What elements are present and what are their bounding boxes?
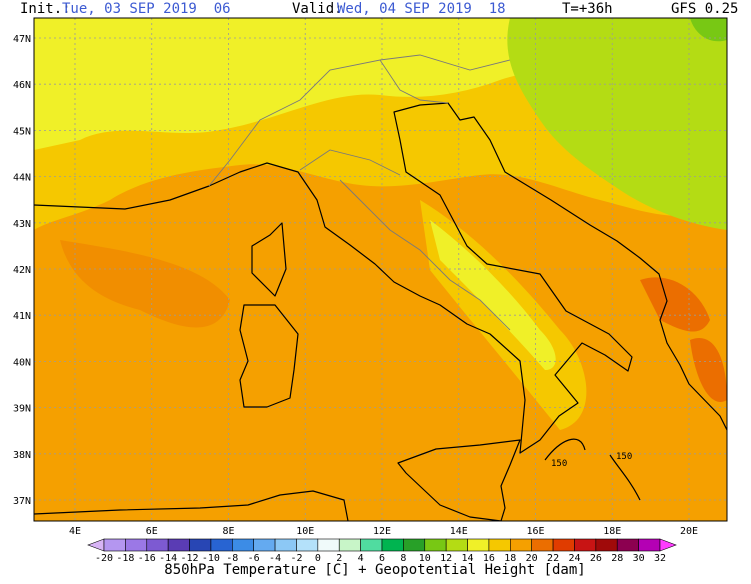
colorbar-label: 16 <box>483 553 495 564</box>
plot-frame <box>33 17 728 522</box>
colorbar-segment <box>595 538 618 552</box>
lat-label: 38N <box>13 450 31 461</box>
colorbar-label: -20 <box>95 553 113 564</box>
colorbar-label: -2 <box>290 553 302 564</box>
colorbar-arrow <box>659 538 677 552</box>
model-name: GFS 0.25 <box>671 1 738 17</box>
colorbar-segment <box>552 538 575 552</box>
init-label: Init.: <box>20 1 71 17</box>
lat-label: 37N <box>13 496 31 507</box>
lead-time: T=+36h <box>562 1 613 17</box>
colorbar-segment <box>638 538 661 552</box>
colorbar: -20 -18 -16 -14 -12 -10 -8 -6 -4 -2 0 2 4 6 8 10 12 14 16 1… <box>87 538 677 564</box>
colorbar-segment <box>381 538 404 552</box>
lon-label: 6E <box>146 526 158 537</box>
colorbar-segment <box>146 538 169 552</box>
colorbar-title: 850hPa Temperature [C] + Geopotential He… <box>164 562 585 578</box>
valid-label: Valid: <box>292 1 343 17</box>
colorbar-label: -12 <box>181 553 199 564</box>
colorbar-label: 0 <box>315 553 321 564</box>
colorbar-label: 12 <box>440 553 452 564</box>
lon-label: 14E <box>450 526 468 537</box>
colorbar-label: -18 <box>116 553 134 564</box>
colorbar-label: 18 <box>504 553 516 564</box>
colorbar-label: 20 <box>526 553 538 564</box>
colorbar-segment <box>424 538 447 552</box>
lat-label: 44N <box>13 173 31 184</box>
lon-label: 8E <box>222 526 234 537</box>
colorbar-segment <box>488 538 511 552</box>
lat-label: 41N <box>13 311 31 322</box>
colorbar-segment <box>317 538 340 552</box>
colorbar-segment <box>103 538 126 552</box>
lon-label: 18E <box>603 526 621 537</box>
colorbar-segment <box>445 538 468 552</box>
lon-label: 16E <box>526 526 544 537</box>
valid-time: Wed, 04 SEP 2019 18 <box>337 1 506 17</box>
colorbar-label: 26 <box>590 553 602 564</box>
lon-label: 4E <box>69 526 81 537</box>
colorbar-segment <box>253 538 276 552</box>
colorbar-label: -14 <box>159 553 177 564</box>
lat-label: 40N <box>13 357 31 368</box>
lon-label: 10E <box>296 526 314 537</box>
lon-label: 20E <box>680 526 698 537</box>
colorbar-label: 30 <box>633 553 645 564</box>
colorbar-segment <box>467 538 490 552</box>
colorbar-label: 8 <box>400 553 406 564</box>
lat-label: 45N <box>13 126 31 137</box>
colorbar-segment <box>210 538 233 552</box>
colorbar-label: 14 <box>462 553 474 564</box>
colorbar-label: 6 <box>379 553 385 564</box>
lat-label: 46N <box>13 80 31 91</box>
colorbar-label: 24 <box>568 553 580 564</box>
colorbar-label: 28 <box>611 553 623 564</box>
coastlines <box>34 54 727 521</box>
colorbar-segment <box>360 538 383 552</box>
colorbar-segment <box>510 538 532 552</box>
contour-label: 150 <box>616 452 632 462</box>
lat-label: 39N <box>13 404 31 415</box>
colorbar-segment <box>167 538 190 552</box>
colorbar-label: 22 <box>547 553 559 564</box>
colorbar-segment <box>274 538 297 552</box>
colorbar-segment <box>403 538 426 552</box>
lat-label: 47N <box>13 34 31 45</box>
colorbar-label: -4 <box>269 553 281 564</box>
colorbar-segment <box>232 538 254 552</box>
contour-label: 150 <box>551 459 567 469</box>
colorbar-segment <box>189 538 212 552</box>
colorbar-segment <box>574 538 597 552</box>
colorbar-label: 10 <box>419 553 431 564</box>
colorbar-label: 2 <box>336 553 342 564</box>
colorbar-label: 32 <box>654 553 666 564</box>
init-time: Tue, 03 SEP 2019 06 <box>62 1 231 17</box>
lat-label: 42N <box>13 265 31 276</box>
colorbar-label: -16 <box>138 553 156 564</box>
colorbar-segment <box>616 538 639 552</box>
colorbar-segment <box>338 538 361 552</box>
lon-label: 12E <box>373 526 391 537</box>
colorbar-label: 4 <box>358 553 364 564</box>
colorbar-label: -6 <box>248 553 260 564</box>
colorbar-arrow <box>87 538 105 552</box>
colorbar-segment <box>296 538 319 552</box>
lat-label: 43N <box>13 219 31 230</box>
colorbar-segment <box>531 538 554 552</box>
colorbar-label: -10 <box>202 553 220 564</box>
colorbar-segment <box>125 538 148 552</box>
colorbar-label: -8 <box>226 553 238 564</box>
